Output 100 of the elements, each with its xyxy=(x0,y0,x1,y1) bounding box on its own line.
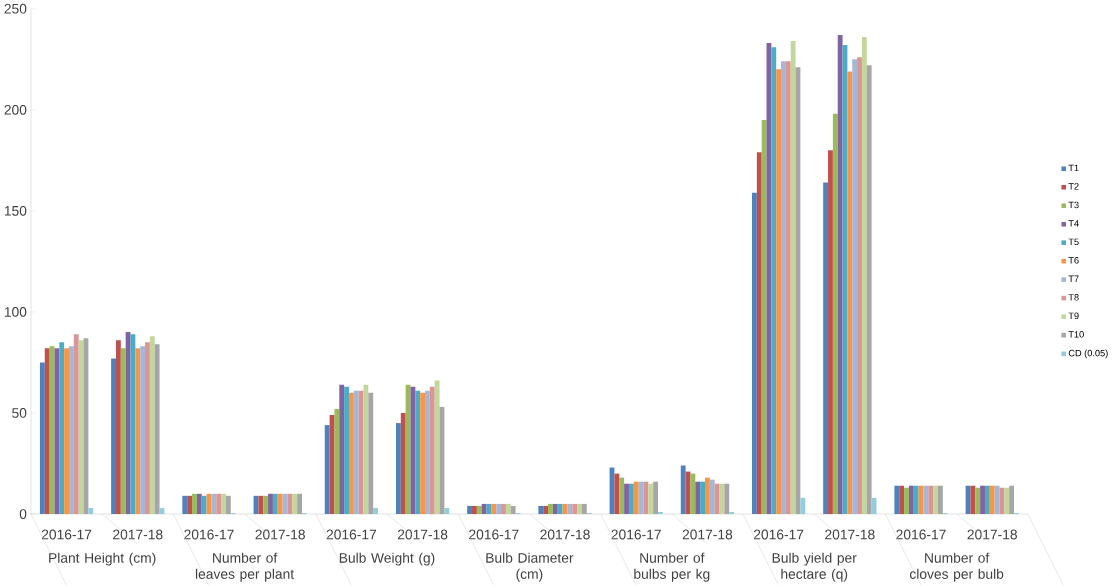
bar xyxy=(221,493,226,515)
bar xyxy=(937,485,943,515)
bar xyxy=(975,487,981,515)
bar xyxy=(111,358,116,515)
bar xyxy=(415,390,421,515)
bar xyxy=(125,332,131,515)
bar xyxy=(729,512,735,515)
legend-label: T6 xyxy=(1068,257,1079,264)
bar xyxy=(548,504,553,515)
bar xyxy=(145,342,150,515)
bar xyxy=(287,493,293,515)
x-tick-label: 2017-18 xyxy=(113,529,163,540)
bar xyxy=(68,346,74,515)
bar xyxy=(643,481,649,515)
bar xyxy=(476,506,482,515)
text: Bulb yield per hectare (q) xyxy=(772,552,857,582)
bar xyxy=(823,182,829,515)
bar xyxy=(496,504,502,515)
bar xyxy=(557,504,563,515)
bar xyxy=(324,425,330,515)
bar xyxy=(680,465,686,515)
bar xyxy=(861,37,867,515)
bar xyxy=(135,348,141,515)
bar xyxy=(577,504,582,515)
bar xyxy=(709,479,715,515)
text: Number of leaves per plant xyxy=(195,552,295,582)
text: Number of cloves per bulb xyxy=(909,552,1004,582)
bar xyxy=(192,493,197,515)
text: Number of bulbs per kg xyxy=(634,552,710,582)
y-tick-label: 200 xyxy=(4,105,27,115)
bar xyxy=(933,485,938,515)
bar xyxy=(263,496,269,515)
bar xyxy=(339,384,345,515)
x-tick-label: 2017-18 xyxy=(967,529,1017,540)
bar xyxy=(614,473,620,515)
x-tick-label: 2016-17 xyxy=(326,529,377,540)
bar xyxy=(790,41,796,515)
x-tick-label: 2016-17 xyxy=(896,529,946,540)
bar xyxy=(633,481,639,515)
bar xyxy=(970,485,976,515)
y-tick-label: 0 xyxy=(19,509,27,520)
bar xyxy=(1009,485,1015,515)
bar xyxy=(624,483,629,515)
bar xyxy=(913,485,919,515)
legend-label: T10 xyxy=(1068,331,1084,338)
x-tick-label: 2017-18 xyxy=(682,529,733,540)
legend-label: T7 xyxy=(1068,275,1079,283)
bar xyxy=(225,496,231,515)
bar xyxy=(538,506,544,515)
bar xyxy=(120,348,126,515)
bar xyxy=(776,69,782,515)
bar xyxy=(984,485,990,515)
bar xyxy=(154,344,160,515)
bar xyxy=(724,483,730,515)
bar xyxy=(297,493,302,515)
bar xyxy=(658,512,663,515)
bar xyxy=(581,504,587,515)
text: Bulb Weight (g) xyxy=(339,552,435,566)
bar xyxy=(751,192,757,515)
x-tick-label: 2017-18 xyxy=(255,529,305,540)
bar xyxy=(187,496,193,515)
bar xyxy=(149,336,155,515)
bar xyxy=(373,508,379,515)
bar xyxy=(292,493,298,515)
bar xyxy=(648,483,654,515)
bar xyxy=(410,386,416,515)
bar xyxy=(771,47,777,515)
bar xyxy=(395,423,401,515)
bar xyxy=(444,508,450,515)
y-tick-label: 150 xyxy=(4,206,27,216)
bar xyxy=(211,493,217,515)
bar xyxy=(59,342,65,515)
bar xyxy=(989,485,995,515)
x-tick-label: 2016-17 xyxy=(753,529,804,540)
bar xyxy=(714,483,720,515)
x-tick-label: 2017-18 xyxy=(397,529,448,540)
bar xyxy=(400,413,406,515)
text: Bulb Diameter (cm) xyxy=(486,552,574,582)
bar xyxy=(258,496,264,515)
bar xyxy=(999,487,1005,515)
bar xyxy=(923,485,929,515)
bar xyxy=(761,120,767,515)
text: Plant Height (cm) xyxy=(49,552,156,566)
x-tick-label: 2016-17 xyxy=(184,529,234,540)
bar xyxy=(216,493,222,515)
legend-label: CD (0.05) xyxy=(1068,349,1108,359)
bar xyxy=(928,485,934,515)
bar xyxy=(1004,487,1010,515)
bar xyxy=(481,504,487,515)
bar xyxy=(904,487,909,515)
bar xyxy=(908,485,914,515)
bar xyxy=(491,504,497,515)
bar xyxy=(800,498,806,515)
bar xyxy=(115,340,121,515)
bar xyxy=(78,340,84,515)
bar xyxy=(64,348,69,515)
bar xyxy=(348,392,354,515)
bar xyxy=(363,384,369,515)
bar xyxy=(572,504,578,515)
legend-label: T9 xyxy=(1068,312,1079,320)
